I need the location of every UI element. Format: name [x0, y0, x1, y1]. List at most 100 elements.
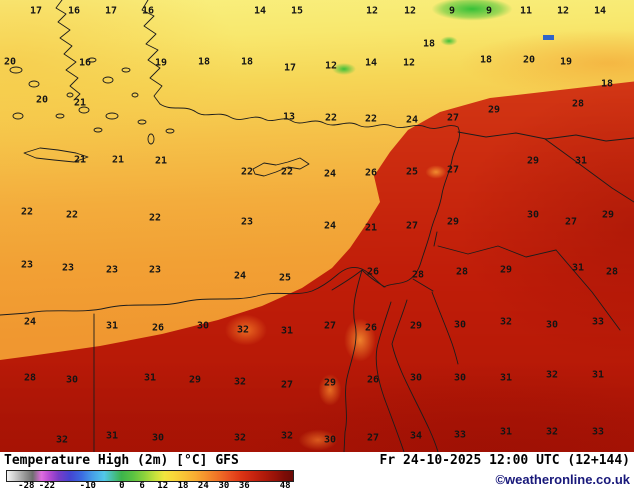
temp-label: 32: [545, 426, 559, 438]
temp-label: 29: [446, 216, 460, 228]
coastline-red-sea-west: [375, 301, 405, 452]
colorbar-tick: -10: [79, 481, 96, 490]
map-title: Temperature High (2m) [°C] GFS: [4, 453, 239, 468]
legend-scale-row: -28 -22 -10 0 6 12 18 24 30 36 48 ©weatheronline.c…: [0, 468, 634, 490]
temp-label: 32: [233, 376, 247, 388]
temp-label: 26: [151, 322, 165, 334]
temp-label: 30: [409, 372, 423, 384]
temp-label: 21: [154, 155, 168, 167]
temp-label: 22: [148, 212, 162, 224]
island-outlines: [9, 57, 175, 145]
river-nile-delta-east: [361, 269, 386, 288]
coastline-mediterranean: [0, 103, 460, 316]
lake-tuz: [543, 35, 554, 40]
temp-label: 22: [65, 209, 79, 221]
temp-label: 27: [323, 320, 337, 332]
temp-label: 18: [197, 56, 211, 68]
temp-label: 28: [605, 266, 619, 278]
colorbar-tick: 0: [119, 481, 125, 490]
temperature-field-local-spots: [0, 0, 634, 452]
temp-label: 16: [67, 5, 81, 17]
temp-label: 16: [141, 5, 155, 17]
temp-label: 29: [409, 320, 423, 332]
colorbar-tick: 18: [177, 481, 189, 490]
colorbar-tick: 24: [197, 481, 209, 490]
temp-label: 20: [35, 94, 49, 106]
temp-label: 9: [485, 5, 493, 17]
temp-label: 26: [366, 266, 380, 278]
temp-label: 22: [364, 113, 378, 125]
temp-label: 26: [364, 167, 378, 179]
temp-label: 31: [143, 372, 157, 384]
coastline-greece: [55, 0, 81, 101]
coastline-cyprus: [252, 157, 310, 177]
colorbar-tick: 12: [157, 481, 169, 490]
temp-label: 31: [105, 430, 119, 442]
temp-label: 24: [323, 168, 337, 180]
temp-label: 28: [411, 269, 425, 281]
temp-label: 24: [23, 316, 37, 328]
temp-label: 29: [323, 377, 337, 389]
temp-label: 29: [499, 264, 513, 276]
temp-label: 17: [104, 5, 118, 17]
temp-label: 23: [20, 259, 34, 271]
colorbar-tick: 48: [279, 481, 291, 490]
temp-label: 31: [105, 320, 119, 332]
coastline-dead-sea: [433, 231, 438, 247]
temp-label: 33: [453, 429, 467, 441]
temp-label: 25: [405, 166, 419, 178]
temp-label: 26: [366, 374, 380, 386]
temp-label: 26: [364, 322, 378, 334]
temp-label: 19: [154, 57, 168, 69]
temp-label: 29: [526, 155, 540, 167]
temp-label: 21: [364, 222, 378, 234]
temp-label: 22: [280, 166, 294, 178]
temp-label: 28: [455, 266, 469, 278]
coastline-gulf-aqaba: [431, 291, 459, 365]
temp-label: 12: [365, 5, 379, 17]
coastline-crete: [23, 147, 89, 163]
temp-label: 17: [283, 62, 297, 74]
temp-label: 23: [240, 216, 254, 228]
temp-label: 30: [545, 319, 559, 331]
temp-label: 32: [236, 324, 250, 336]
river-nile: [343, 269, 363, 452]
copyright-text: ©weatheronline.co.uk: [495, 472, 630, 487]
temperature-colorbar: [6, 470, 294, 482]
temp-label: 27: [366, 432, 380, 444]
temp-label: 27: [280, 379, 294, 391]
temp-label: 27: [446, 164, 460, 176]
temp-label: 24: [405, 114, 419, 126]
temp-label: 20: [522, 54, 536, 66]
temp-label: 14: [364, 57, 378, 69]
temp-label: 31: [499, 372, 513, 384]
temp-label: 17: [29, 5, 43, 17]
temp-label: 30: [453, 319, 467, 331]
colorbar-tick: -22: [38, 481, 56, 490]
colorbar-ticks: -28 -22 -10 0 6 12 18 24 30 36 48: [6, 481, 292, 490]
temp-label: 23: [105, 264, 119, 276]
temp-label: 32: [545, 369, 559, 381]
temp-label: 28: [571, 98, 585, 110]
temp-label: 13: [282, 111, 296, 123]
coastline-west-turkey: [141, 0, 163, 105]
temperature-map: 17 16 17 16 14 15 12 12 9 9 11 12 14 18 20 16 19 18 18 17 12…: [0, 0, 634, 452]
temp-label: 32: [280, 430, 294, 442]
river-nile-delta-west: [331, 269, 363, 291]
temp-label: 25: [278, 272, 292, 284]
temp-label: 29: [601, 209, 615, 221]
temp-label: 22: [240, 166, 254, 178]
coastline-red-sea-east: [391, 299, 439, 452]
temp-label: 20: [3, 56, 17, 68]
temp-label: 12: [403, 5, 417, 17]
border-jordan-saudi: [437, 245, 557, 258]
temp-label: 12: [324, 60, 338, 72]
colorbar-tick: 6: [139, 481, 145, 490]
temp-label: 31: [280, 325, 294, 337]
temp-label: 12: [402, 57, 416, 69]
temp-label: 27: [405, 220, 419, 232]
temp-label: 21: [73, 97, 87, 109]
colorbar-tick: -28: [18, 481, 35, 490]
temp-label: 21: [111, 154, 125, 166]
